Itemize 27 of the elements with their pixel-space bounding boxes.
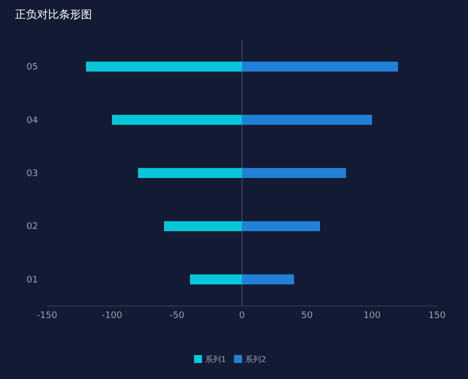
x-tick-label: 100 <box>363 311 381 321</box>
y-tick-label: 02 <box>26 222 38 232</box>
bar <box>242 114 372 125</box>
y-tick-label: 05 <box>26 62 38 73</box>
bar <box>242 221 320 232</box>
legend-label: 系列2 <box>245 355 266 364</box>
x-tick-label: 50 <box>301 311 313 321</box>
y-tick-label: 04 <box>26 116 38 126</box>
bar <box>112 114 242 125</box>
y-tick-label: 03 <box>26 169 38 179</box>
x-tick-label: -100 <box>102 311 122 321</box>
bar <box>86 62 242 72</box>
title: 正负对比条形图 <box>15 8 92 21</box>
x-tick-label: 150 <box>428 311 446 321</box>
legend-label: 系列1 <box>205 355 226 364</box>
bar <box>242 274 294 284</box>
bar <box>242 62 398 72</box>
bar <box>190 274 242 284</box>
bar <box>164 221 242 232</box>
y-tick-label: 01 <box>26 275 38 286</box>
legend-item: 系列2 <box>234 355 266 364</box>
x-tick-label: 0 <box>239 311 246 321</box>
x-tick-label: -50 <box>170 311 185 321</box>
x-tick-label: -150 <box>36 311 58 321</box>
bar <box>138 168 242 178</box>
bar <box>242 168 346 178</box>
legend-item: 系列1 <box>194 355 226 364</box>
